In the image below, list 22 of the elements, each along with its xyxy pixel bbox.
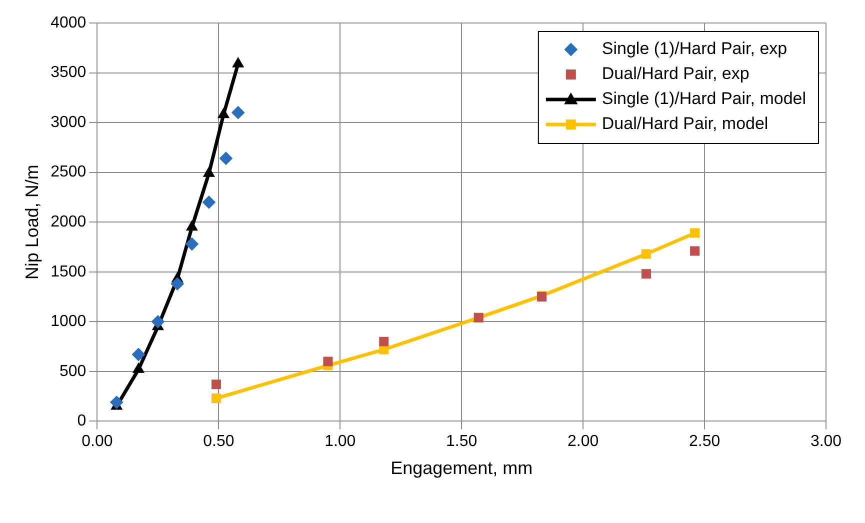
y-tick-label: 4000 [50,14,86,32]
y-tick-label: 0 [77,412,86,430]
y-tick-label: 500 [59,362,86,380]
x-tick-label: 2.00 [567,433,599,450]
legend-label: Single (1)/Hard Pair, model [602,89,806,108]
y-tick-label: 1000 [50,313,86,330]
x-tick-label: 0.50 [203,433,234,450]
y-tick-label: 3000 [50,114,86,131]
y-tick-label: 1500 [50,263,86,280]
x-tick-label: 1.00 [324,433,356,450]
x-tick-label: 0.00 [82,433,113,450]
y-axis-title: Nip Load, N/m [22,164,42,280]
legend-label: Dual/Hard Pair, model [602,114,768,134]
legend-label: Single (1)/Hard Pair, exp [602,39,788,58]
legend-label: Dual/Hard Pair, exp [602,64,750,84]
x-tick-label: 2.50 [688,433,720,450]
x-tick-label: 1.50 [446,433,478,450]
y-tick-label: 2500 [50,164,86,181]
y-tick-label: 2000 [50,214,86,231]
x-axis-title: Engagement, mm [390,458,533,478]
x-tick-label: 3.00 [810,433,842,450]
y-tick-label: 3500 [50,64,86,82]
